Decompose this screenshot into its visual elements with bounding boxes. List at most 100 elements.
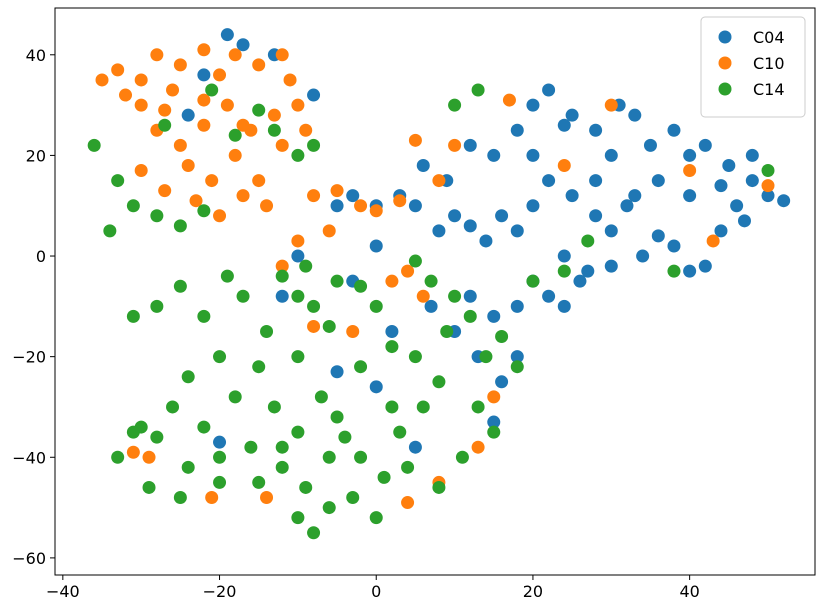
point (275, 440, 289, 454)
point (393, 425, 407, 439)
point (275, 269, 289, 283)
point (354, 450, 368, 464)
point (526, 98, 540, 112)
point (408, 199, 422, 213)
point (95, 73, 109, 87)
point (197, 204, 211, 218)
point (236, 289, 250, 303)
point (119, 88, 133, 102)
point (252, 475, 266, 489)
point (142, 450, 156, 464)
point (111, 174, 125, 188)
point (354, 360, 368, 374)
point (683, 148, 697, 162)
point (628, 189, 642, 203)
point (432, 480, 446, 494)
point (330, 184, 344, 198)
point (432, 375, 446, 389)
point (557, 118, 571, 132)
point (401, 460, 415, 474)
point (479, 234, 493, 248)
x-tick-label: −20 (203, 582, 237, 601)
point (424, 274, 438, 288)
point (346, 491, 360, 505)
point (604, 259, 618, 273)
point (330, 274, 344, 288)
point (213, 68, 227, 82)
point (604, 98, 618, 112)
point (651, 174, 665, 188)
point (369, 239, 383, 253)
x-tick-label: −40 (46, 582, 80, 601)
point (730, 199, 744, 213)
point (291, 249, 305, 263)
point (299, 123, 313, 137)
point (197, 309, 211, 323)
point (542, 83, 556, 97)
point (275, 138, 289, 152)
point (181, 108, 195, 122)
point (213, 475, 227, 489)
point (714, 179, 728, 193)
point (416, 400, 430, 414)
point (565, 108, 579, 122)
point (150, 48, 164, 62)
point (432, 224, 446, 238)
point (683, 189, 697, 203)
point (557, 299, 571, 313)
point (589, 209, 603, 223)
point (173, 279, 187, 293)
point (291, 148, 305, 162)
point (291, 511, 305, 525)
y-tick-label: −20 (12, 348, 46, 367)
point (565, 189, 579, 203)
point (455, 450, 469, 464)
point (213, 435, 227, 449)
point (260, 491, 274, 505)
y-tick-label: −40 (12, 448, 46, 467)
point (432, 174, 446, 188)
point (510, 123, 524, 137)
y-tick-label: 20 (26, 146, 46, 165)
point (260, 199, 274, 213)
point (213, 209, 227, 223)
point (267, 123, 281, 137)
point (150, 430, 164, 444)
point (620, 199, 634, 213)
point (173, 491, 187, 505)
point (275, 289, 289, 303)
x-tick-label: 40 (679, 582, 699, 601)
point (401, 496, 415, 510)
legend: C04 C10 C14 (700, 16, 806, 118)
point (448, 138, 462, 152)
legend-label: C14 (753, 80, 785, 99)
point (487, 309, 501, 323)
point (487, 148, 501, 162)
point (307, 319, 321, 333)
point (737, 214, 751, 228)
point (275, 259, 289, 273)
point (722, 158, 736, 172)
point (385, 274, 399, 288)
point (471, 400, 485, 414)
point (283, 73, 297, 87)
point (220, 269, 234, 283)
point (385, 340, 399, 354)
point (291, 425, 305, 439)
point (252, 103, 266, 117)
point (330, 199, 344, 213)
point (173, 219, 187, 233)
point (346, 189, 360, 203)
point (369, 511, 383, 525)
point (573, 274, 587, 288)
point (307, 138, 321, 152)
point (330, 410, 344, 424)
point (338, 430, 352, 444)
point (166, 83, 180, 97)
point (706, 234, 720, 248)
point (557, 158, 571, 172)
point (604, 148, 618, 162)
point (189, 194, 203, 208)
point (495, 330, 509, 344)
point (581, 264, 595, 278)
